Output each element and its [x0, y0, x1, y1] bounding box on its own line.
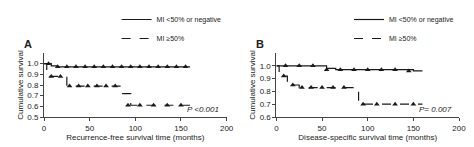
- svg-text:1.0: 1.0: [260, 62, 272, 71]
- svg-text:50: 50: [318, 124, 327, 133]
- svg-text:Cumulative survival: Cumulative survival: [16, 50, 25, 120]
- svg-text:0.7: 0.7: [260, 100, 272, 109]
- svg-text:0.6: 0.6: [260, 113, 272, 122]
- svg-text:MI <50% or negative: MI <50% or negative: [157, 16, 222, 24]
- svg-text:0.8: 0.8: [260, 87, 272, 96]
- svg-text:150: 150: [407, 124, 421, 133]
- svg-text:Disease-specific survival time: Disease-specific survival time (months): [298, 133, 437, 142]
- svg-text:1.0: 1.0: [27, 59, 39, 68]
- svg-text:Cumulative survival: Cumulative survival: [248, 50, 257, 120]
- svg-text:A: A: [24, 38, 32, 50]
- svg-text:0.9: 0.9: [260, 74, 272, 83]
- svg-text:MI ≥50%: MI ≥50%: [157, 35, 185, 42]
- svg-text:0.9: 0.9: [27, 70, 39, 79]
- svg-text:P <0.001: P <0.001: [187, 105, 219, 114]
- svg-text:MI <50% or negative: MI <50% or negative: [389, 16, 454, 24]
- svg-text:100: 100: [129, 124, 143, 133]
- svg-text:P= 0.007: P= 0.007: [419, 105, 452, 114]
- svg-text:100: 100: [361, 124, 375, 133]
- svg-text:50: 50: [85, 124, 94, 133]
- svg-text:0.5: 0.5: [27, 113, 39, 122]
- svg-text:150: 150: [174, 124, 188, 133]
- svg-text:0.7: 0.7: [27, 91, 39, 100]
- svg-text:200: 200: [220, 124, 234, 133]
- svg-text:200: 200: [452, 124, 466, 133]
- svg-text:0: 0: [274, 124, 279, 133]
- svg-text:0.8: 0.8: [27, 81, 39, 90]
- svg-text:Recurrence-free survival time: Recurrence-free survival time (months): [66, 133, 205, 142]
- svg-text:0.6: 0.6: [27, 102, 39, 111]
- svg-text:MI ≥50%: MI ≥50%: [389, 35, 417, 42]
- svg-text:B: B: [256, 38, 264, 50]
- svg-text:0: 0: [42, 124, 47, 133]
